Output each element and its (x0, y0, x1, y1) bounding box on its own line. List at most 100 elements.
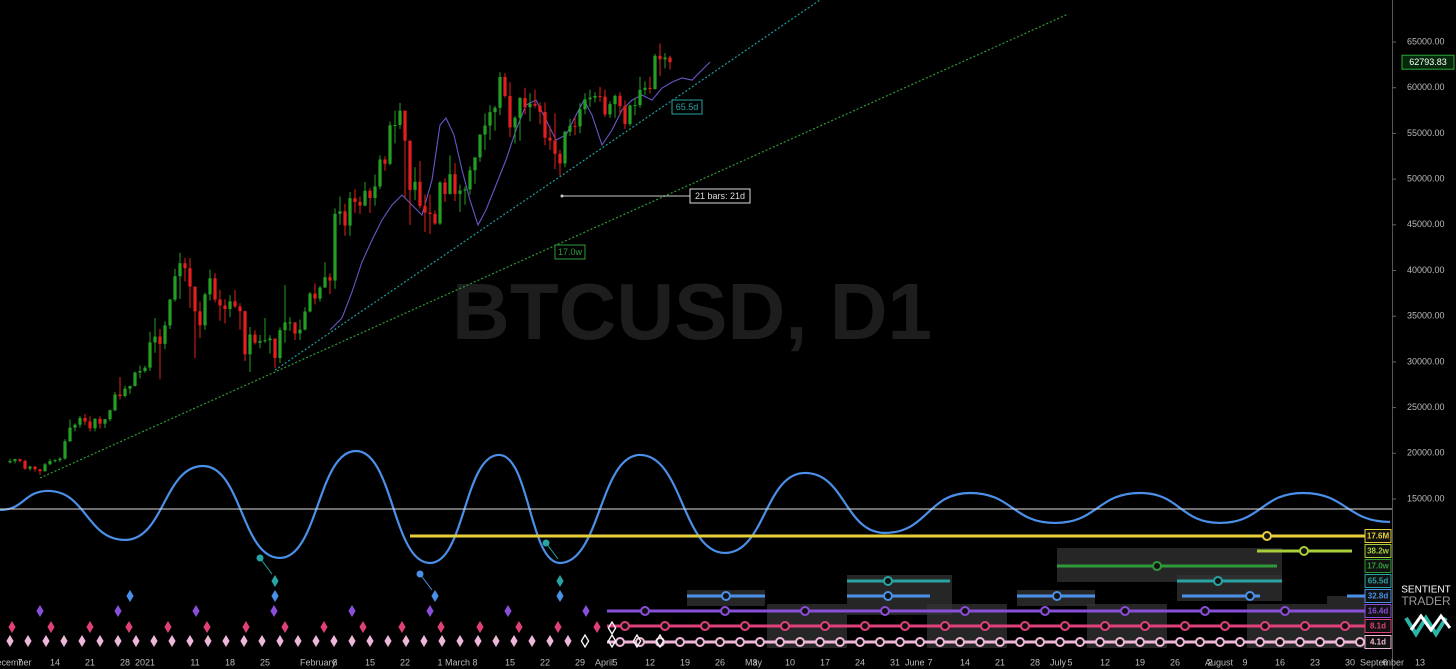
candle-body (148, 342, 152, 368)
candle-body (253, 334, 257, 343)
y-tick-label: 50000.00 (1407, 174, 1445, 184)
cycle-trough (1055, 637, 1065, 647)
x-tick-label: May (745, 657, 763, 667)
annotation-label: 21 bars: 21d (695, 191, 745, 201)
cycle-trough (1200, 606, 1210, 616)
cycle-label: 17.0w (1367, 562, 1390, 571)
candle-body (528, 103, 532, 108)
x-tick-label: 25 (260, 657, 270, 667)
candle-body (608, 104, 612, 115)
cycle-diamond (24, 635, 32, 647)
candle-body (188, 268, 192, 287)
x-tick-label: 12 (645, 657, 655, 667)
cycle-diamond (271, 590, 279, 602)
candle-body (113, 394, 117, 411)
x-tick-label: 29 (575, 657, 585, 667)
cycle-label: 17.6M (1367, 532, 1390, 541)
cycle-diamond (398, 621, 406, 633)
cycle-diamond (582, 605, 590, 617)
candle-body (408, 140, 412, 190)
annotation-box (689, 188, 751, 204)
cycle-diamond (593, 621, 601, 633)
cycle-trough (1300, 621, 1310, 631)
candle-body (513, 117, 517, 128)
cycle-diamond (348, 635, 356, 647)
x-tick-label: 22 (540, 657, 550, 667)
cycle-trough (900, 621, 910, 631)
cycle-trough (615, 637, 625, 647)
cycle-trough (700, 621, 710, 631)
candle-body (23, 460, 27, 469)
cycle-diamond (456, 635, 464, 647)
cycle-trough (980, 621, 990, 631)
candle-body (363, 190, 367, 206)
x-tick-label: 19 (1135, 657, 1145, 667)
x-tick-label: 16 (1275, 657, 1285, 667)
cycle-diamond (504, 605, 512, 617)
cycle-trough (1335, 637, 1345, 647)
cycle-label-box (1364, 604, 1392, 618)
candle-body (533, 103, 537, 106)
candle-body (18, 459, 22, 461)
candle-body (63, 441, 67, 459)
cycle-diamond (258, 635, 266, 647)
y-tick-label: 15000.00 (1407, 493, 1445, 503)
candle-body (203, 294, 207, 326)
candle-body (343, 211, 347, 226)
candle-body (418, 181, 422, 206)
candle-body (273, 338, 277, 358)
x-tick-label: 21 (85, 657, 95, 667)
cycle-trough (1355, 637, 1365, 647)
candle-body (163, 325, 167, 344)
cycle-label-box (1364, 589, 1392, 603)
candle-body (33, 466, 37, 470)
candle-body (238, 306, 242, 312)
candle-body (463, 189, 467, 191)
x-tick-label: 15 (505, 657, 515, 667)
cycle-diamond (348, 605, 356, 617)
candle-body (123, 388, 127, 396)
x-tick-label: July (1050, 657, 1067, 667)
candle-body (433, 213, 437, 224)
candle-body (258, 340, 262, 343)
x-tick-label: 14 (960, 657, 970, 667)
cycle-trough (675, 637, 685, 647)
candle-body (668, 57, 672, 63)
cycle-trough (1195, 637, 1205, 647)
cycle-diamond (420, 635, 428, 647)
cycle-trough (735, 637, 745, 647)
cycle-trough (1120, 606, 1130, 616)
candle-body (228, 301, 232, 309)
candle-body (623, 106, 627, 125)
candle-body (158, 336, 162, 344)
cycle-trough (1060, 621, 1070, 631)
candle-body (523, 97, 527, 108)
cycle-trough (1040, 606, 1050, 616)
x-tick-label: 5 (612, 657, 617, 667)
candle-body (28, 466, 32, 469)
cycle-trough (775, 637, 785, 647)
cycle-diamond (556, 590, 564, 602)
trend-line (274, 0, 821, 371)
axes: 15000.00 20000.00 25000.00 30000.00 35000.00… (0, 36, 1455, 667)
candle-body (248, 334, 252, 355)
cycle-diamond (78, 635, 86, 647)
candle-body (588, 97, 592, 100)
cycle-diamond (474, 635, 482, 647)
cycle-diamond (546, 635, 554, 647)
candle-body (108, 410, 112, 420)
y-tick-label: 55000.00 (1407, 128, 1445, 138)
cycle-trough (820, 621, 830, 631)
y-tick-label: 40000.00 (1407, 265, 1445, 275)
candle-body (288, 322, 292, 324)
candle-body (223, 305, 227, 309)
candle-body (153, 336, 157, 343)
candle-body (68, 427, 72, 442)
y-tick-label: 60000.00 (1407, 82, 1445, 92)
brand-logo: SENTIENT TRADER (1401, 585, 1452, 638)
cycle-trough (1100, 621, 1110, 631)
candle-body (378, 159, 382, 187)
brand-name: TRADER (1401, 594, 1451, 608)
x-tick-label: 14 (50, 657, 60, 667)
